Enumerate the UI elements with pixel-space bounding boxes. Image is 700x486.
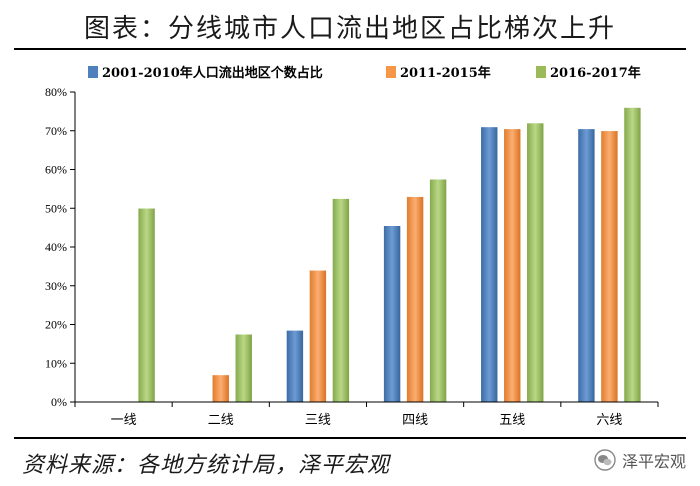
bar-一线-s2	[137, 207, 156, 403]
bar-chart: 2001-2010年人口流出地区个数占比 2011-2015年 2016-2017年…	[45, 65, 659, 428]
y-tick-label: 40%	[45, 240, 67, 254]
x-tick-label: 二线	[208, 413, 234, 428]
y-tick-label: 50%	[45, 201, 67, 215]
top-rule	[14, 48, 686, 50]
bar-五线-s2	[526, 122, 545, 403]
watermark-text: 泽平宏观	[621, 452, 686, 471]
bar-二线-s2	[234, 333, 253, 403]
source-note: 资料来源：各地方统计局，泽平宏观	[22, 453, 391, 478]
legend-label: 2016-2017年	[550, 65, 641, 81]
legend-swatch	[88, 66, 98, 78]
bar-六线-s0	[577, 128, 596, 403]
bar-五线-s0	[480, 126, 499, 403]
bar-三线-s2	[332, 198, 350, 403]
bar-二线-s1	[211, 374, 230, 403]
x-tick-label: 一线	[111, 413, 137, 428]
bar-三线-s0	[286, 330, 304, 403]
y-tick-label: 30%	[45, 279, 67, 293]
legend-swatch	[536, 66, 546, 78]
y-tick-label: 70%	[45, 124, 67, 138]
legend: 2001-2010年人口流出地区个数占比 2011-2015年 2016-2017年	[88, 65, 641, 81]
figure-title: 图表：分线城市人口流出地区占比梯次上升	[83, 14, 616, 44]
bar-四线-s1	[406, 196, 424, 403]
bar-六线-s1	[600, 130, 619, 403]
x-tick-label: 四线	[402, 413, 428, 428]
y-tick-label: 10%	[45, 356, 67, 370]
watermark: 泽平宏观	[594, 448, 686, 472]
bar-四线-s0	[383, 225, 401, 403]
bar-六线-s2	[623, 107, 642, 403]
legend-label: 2001-2010年人口流出地区个数占比	[102, 65, 323, 81]
legend-swatch	[386, 66, 396, 78]
bar-四线-s2	[429, 178, 447, 403]
x-tick-label: 三线	[305, 413, 331, 428]
x-axis: 一线 二线 三线 四线 五线 六线	[74, 401, 659, 428]
y-tick-label: 20%	[45, 318, 67, 332]
legend-label: 2011-2015年	[400, 65, 491, 81]
y-tick-label: 60%	[45, 163, 67, 177]
bar-三线-s1	[309, 269, 327, 403]
bottom-rule	[14, 437, 686, 439]
y-tick-label: 0%	[51, 395, 67, 409]
y-tick-label: 80%	[45, 85, 67, 99]
bars	[137, 107, 642, 403]
y-axis: 0% 10% 20% 30% 40% 50% 60% 70% 80%	[45, 85, 76, 409]
x-tick-label: 六线	[596, 413, 622, 428]
x-tick-label: 五线	[499, 413, 525, 428]
wechat-icon	[594, 449, 616, 471]
bar-五线-s1	[503, 128, 522, 403]
